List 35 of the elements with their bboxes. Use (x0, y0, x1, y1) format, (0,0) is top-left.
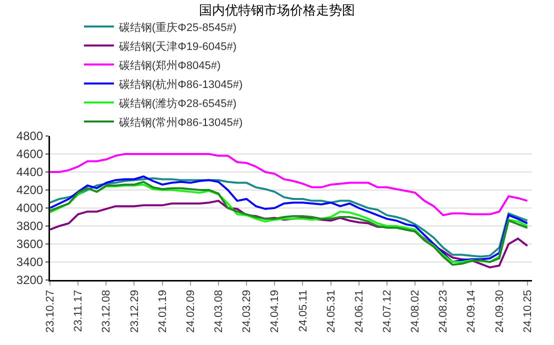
x-tick-label: 24.03.29 (241, 290, 254, 333)
y-tick-label: 3600 (16, 237, 44, 252)
x-tick-label: 24.10.25 (522, 290, 534, 333)
x-tick-label: 24.05.11 (297, 290, 310, 332)
x-tick-label: 23.11.17 (72, 290, 85, 332)
legend-label: 碳结钢(杭州Φ86-13045#) (118, 78, 243, 91)
legend-label: 碳结钢(潍坊Φ28-6545#) (118, 96, 237, 110)
x-tick-label: 23.12.29 (128, 290, 141, 333)
y-tick-label: 3800 (16, 219, 44, 234)
y-tick-label: 4400 (16, 165, 44, 180)
legend-label: 碳结钢(重庆Φ25-8545#) (118, 20, 237, 34)
legend-label: 碳结钢(常州Φ86-13045#) (118, 116, 243, 129)
x-tick-label: 24.06.21 (353, 290, 366, 333)
y-tick-label: 3200 (16, 273, 44, 288)
x-tick-label: 24.04.19 (269, 290, 282, 333)
x-tick-label: 24.09.14 (466, 290, 478, 333)
x-tick-label: 24.03.08 (213, 290, 226, 333)
x-tick-label: 24.07.12 (382, 290, 394, 333)
y-tick-label: 4600 (16, 147, 44, 162)
x-tick-label: 24.08.02 (410, 290, 422, 333)
y-tick-label: 4800 (16, 129, 44, 144)
line-series (50, 153, 528, 216)
x-tick-label: 24.05.31 (325, 290, 338, 333)
x-tick-label: 23.12.08 (100, 290, 113, 333)
chart-title: 国内优特钢市场价格走势图 (199, 2, 355, 18)
x-tick-label: 23.10.27 (44, 290, 57, 333)
y-tick-label: 4000 (16, 201, 44, 216)
y-tick-label: 4200 (16, 183, 44, 198)
x-tick-label: 24.01.19 (156, 290, 169, 333)
x-tick-label: 24.08.23 (438, 290, 450, 333)
x-tick-label: 24.09.30 (494, 290, 506, 333)
x-tick-label: 24.02.09 (184, 290, 197, 333)
legend-label: 碳结钢(郑州Φ8045#) (118, 58, 221, 72)
legend-label: 碳结钢(天津Φ19-6045#) (118, 40, 237, 53)
y-tick-label: 3400 (16, 255, 44, 270)
